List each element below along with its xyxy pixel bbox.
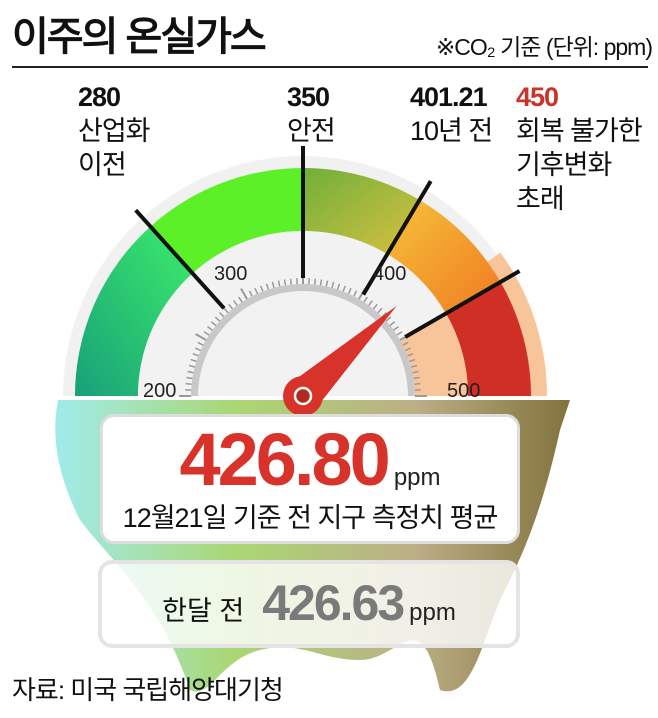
scale-tick (289, 278, 293, 285)
scale-tick (214, 316, 221, 322)
scale-tick (405, 347, 412, 352)
scale-tick (228, 303, 234, 310)
current-unit: ppm (393, 464, 441, 491)
scale-tick (342, 285, 346, 292)
scale-tick (192, 353, 199, 357)
scale-tick (393, 326, 399, 331)
tick-label-200: 200 (143, 380, 176, 402)
scale-tick (368, 300, 373, 306)
scale-tick (410, 364, 418, 368)
marker-line (404, 269, 521, 339)
month-ago-unit: ppm (409, 599, 456, 626)
source-note: 자료: 미국 국립해양대기청 (12, 675, 284, 705)
tick-label-500: 500 (447, 380, 480, 402)
marker-line (361, 180, 433, 296)
current-value-box: 426.80 ppm 12월21일 기준 전 지구 측정치 평균 (100, 414, 520, 544)
scale-tick (372, 303, 378, 310)
scale-tick (186, 376, 193, 380)
scale-tick (219, 312, 225, 318)
scale-tick (271, 281, 275, 289)
divider (12, 66, 648, 68)
scale-tick (195, 333, 207, 341)
scale-tick (233, 300, 238, 306)
scale-tick (313, 278, 317, 285)
scale-tick (210, 321, 217, 327)
arc-orange (387, 200, 501, 314)
scale-tick (407, 353, 414, 357)
scale-tick (402, 341, 409, 346)
month-ago-value: 426.63 (262, 575, 405, 631)
scale-tick (336, 283, 341, 290)
marker-401: 401.21 10년 전 (410, 82, 493, 146)
marker-350: 350 안전 (287, 82, 336, 146)
scale-tick (190, 358, 197, 363)
scale-tick (413, 376, 420, 380)
gauge-arcs (63, 156, 547, 396)
needle (283, 305, 397, 416)
arc-olive (303, 168, 420, 255)
scale-tick (203, 331, 210, 336)
arc-green (150, 168, 303, 274)
scale-tick (223, 307, 229, 314)
scale-tick (385, 316, 392, 322)
scale-tick (412, 370, 419, 374)
arc-peach-inner (399, 313, 468, 396)
marker-line (134, 208, 226, 310)
scale-tick (187, 370, 194, 374)
tick-label-400: 400 (373, 263, 406, 285)
scale-tick (207, 326, 213, 331)
scale-tick (396, 331, 403, 336)
scale-tick (185, 382, 192, 386)
month-ago-label: 한달 전 (162, 596, 245, 626)
unit-note: ※CO₂ 기준 (단위: ppm) (436, 34, 653, 60)
current-value: 426.80 (179, 418, 390, 501)
scale-tick (265, 283, 270, 290)
scale-tick (254, 287, 259, 294)
scale-tick (197, 341, 204, 346)
page-title: 이주의 온실가스 (12, 15, 267, 59)
scale-tick (377, 307, 383, 314)
scale-tick (238, 296, 243, 303)
scale-tick (283, 279, 287, 286)
scale-tick (414, 382, 421, 386)
gauge-face (138, 231, 468, 396)
month-ago-box: 한달 전 426.63 ppm (98, 560, 520, 648)
arc-teal (75, 226, 193, 396)
scale-tick (363, 296, 368, 303)
scale-tick (277, 280, 281, 287)
scale-tick (240, 288, 248, 300)
current-caption: 12월21일 기준 전 지구 측정치 평균 (122, 503, 499, 533)
marker-lines (134, 146, 521, 339)
scale-tick (325, 280, 329, 287)
scale-tick (248, 290, 253, 297)
scale-tick (353, 290, 358, 297)
needle-hub-center (293, 386, 313, 406)
marker-280: 280 산업화 이전 (78, 82, 151, 180)
scale-tick (389, 321, 396, 327)
marker-450: 450 회복 불가한 기후변화 초래 (516, 82, 643, 214)
scale-tick (319, 279, 323, 286)
scale-tick (194, 347, 201, 352)
scale-tick (347, 287, 352, 294)
scale-ticks (179, 272, 427, 397)
scale-tick (260, 285, 264, 292)
scale-tick (331, 281, 335, 289)
scale-tick (188, 364, 196, 368)
tick-label-300: 300 (214, 263, 247, 285)
arc-red (445, 282, 531, 396)
scale-tick (409, 358, 416, 363)
